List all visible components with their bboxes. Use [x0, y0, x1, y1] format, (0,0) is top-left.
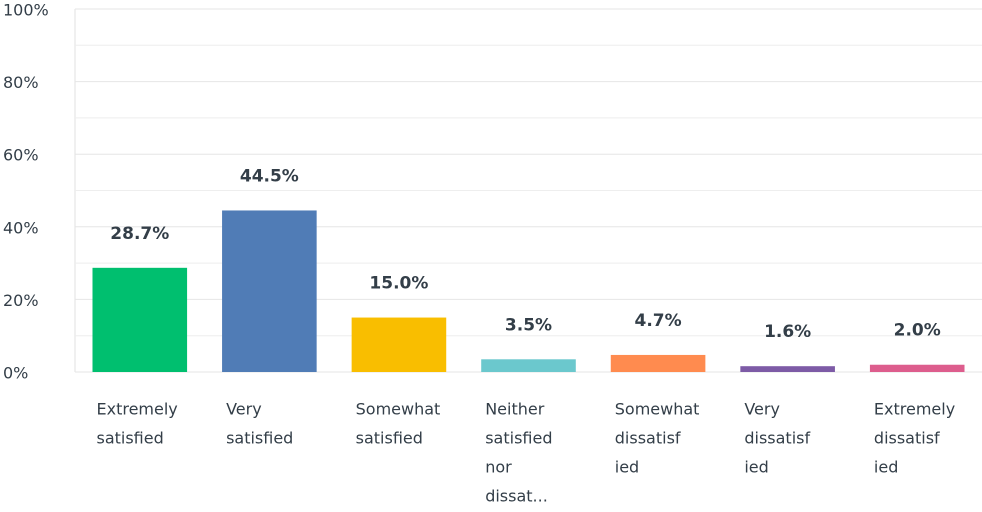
x-tick-label: satisfied [485, 429, 552, 448]
x-tick-label: satisfied [96, 429, 163, 448]
x-tick-label: Extremely [874, 400, 955, 419]
x-tick-label: ied [874, 458, 898, 477]
bar [222, 210, 317, 372]
x-tick-label: Very [226, 400, 262, 419]
bar [869, 364, 965, 372]
x-tick-label: Neither [485, 400, 545, 419]
x-tick-label: ied [615, 458, 639, 477]
x-tick-label: dissat... [485, 487, 548, 506]
y-tick-label: 80% [3, 73, 39, 92]
x-tick-label: Extremely [96, 400, 177, 419]
y-tick-label: 0% [3, 364, 28, 383]
x-tick-label: ied [744, 458, 768, 477]
value-label: 15.0% [369, 274, 428, 294]
bar [92, 267, 188, 372]
x-tick-label: Somewhat [615, 400, 700, 419]
value-label: 44.5% [240, 166, 299, 186]
x-tick-label: dissatisf [744, 429, 810, 448]
x-tick-label: satisfied [356, 429, 423, 448]
value-label: 1.6% [764, 322, 811, 342]
bar [610, 354, 706, 372]
x-tick-label: satisfied [226, 429, 293, 448]
value-label: 3.5% [505, 315, 552, 335]
x-tick-label: Somewhat [356, 400, 441, 419]
bar [351, 317, 447, 372]
bar [481, 359, 576, 372]
x-tick-label: nor [485, 458, 512, 477]
y-tick-label: 20% [3, 291, 39, 310]
x-tick-label: dissatisf [615, 429, 681, 448]
value-label: 2.0% [894, 321, 941, 341]
value-label: 28.7% [110, 224, 169, 244]
y-tick-label: 100% [3, 1, 49, 20]
x-tick-label: dissatisf [874, 429, 940, 448]
x-tick-label: Very [744, 400, 780, 419]
value-label: 4.7% [634, 311, 681, 331]
y-tick-label: 60% [3, 146, 39, 165]
y-tick-label: 40% [3, 218, 39, 237]
bar [740, 366, 835, 372]
